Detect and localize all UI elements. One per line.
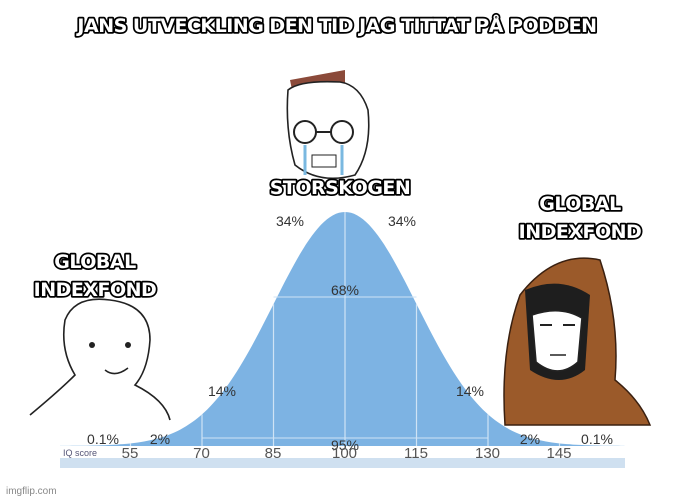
percent-label: 34% bbox=[388, 213, 416, 229]
title: JANS UTVECKLING DEN TID JAG TITTAT PÅ PO… bbox=[75, 13, 596, 37]
axis-title: IQ score bbox=[63, 448, 97, 458]
percent-label: 0.1% bbox=[581, 431, 613, 447]
range-label: 68% bbox=[331, 282, 359, 298]
axis-label: 115 bbox=[404, 445, 428, 462]
left-face bbox=[29, 298, 171, 421]
axis-label: 85 bbox=[265, 445, 282, 462]
bell-curve: 68%95%0.1% 2%14%34% 34%14%2% 0.1%IQ score 55… bbox=[60, 212, 625, 468]
caption-right: INDEXFOND bbox=[519, 221, 642, 243]
percent-label: 14% bbox=[208, 383, 236, 399]
axis-strip bbox=[60, 458, 625, 468]
watermark: imgflip.com bbox=[6, 486, 57, 497]
caption-left: INDEXFOND bbox=[34, 279, 157, 301]
percent-label: 34% bbox=[276, 213, 304, 229]
axis-label: 55 bbox=[122, 445, 139, 462]
range-label: 95% bbox=[331, 437, 359, 453]
middle-face bbox=[286, 70, 370, 180]
caption-left: GLOBAL bbox=[54, 251, 136, 273]
percent-label: 2% bbox=[520, 431, 540, 447]
axis-label: 130 bbox=[475, 445, 500, 462]
percent-label: 14% bbox=[456, 383, 484, 399]
percent-label: 2% bbox=[150, 431, 170, 447]
caption-middle: STORSKOGEN bbox=[270, 177, 411, 199]
axis-label: 100 bbox=[332, 445, 357, 462]
axis-label: 145 bbox=[546, 445, 571, 462]
percent-label: 0.1% bbox=[87, 431, 119, 447]
caption-right: GLOBAL bbox=[539, 193, 621, 215]
curve-area bbox=[60, 212, 625, 446]
axis-label: 70 bbox=[193, 445, 210, 462]
right-face bbox=[503, 257, 652, 426]
